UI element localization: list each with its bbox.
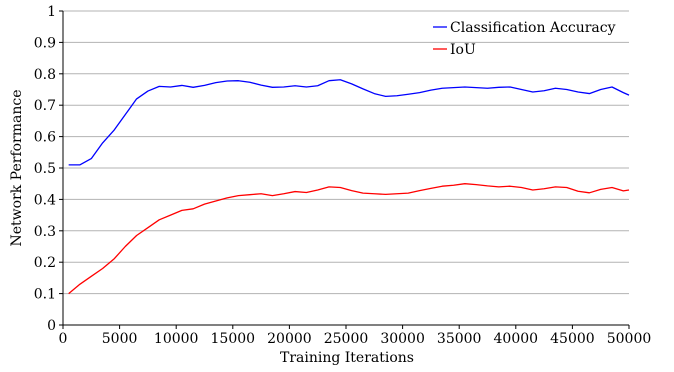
x-tick-label: 45000 xyxy=(550,331,595,347)
legend: Classification Accuracy IoU xyxy=(433,20,616,58)
series-line-classification-accuracy xyxy=(68,79,630,166)
x-tick-label: 5000 xyxy=(102,331,138,347)
y-tick-label: 0 xyxy=(47,318,56,334)
series-lines xyxy=(68,79,630,295)
y-tick-label: 0.4 xyxy=(34,192,56,208)
x-tick-label: 40000 xyxy=(494,331,539,347)
grid-lines xyxy=(63,10,629,295)
y-tick-labels: 0 0.1 0.2 0.3 0.4 0.5 0.6 0.7 0.8 0.9 1 xyxy=(34,4,56,334)
x-tick-label: 35000 xyxy=(437,331,482,347)
y-tick-label: 0.3 xyxy=(34,224,56,240)
series-line-iou xyxy=(68,183,630,295)
legend-label: IoU xyxy=(450,42,476,58)
y-tick-label: 1 xyxy=(47,4,56,20)
y-tick-label: 0.9 xyxy=(34,35,56,51)
y-axis-title: Network Performance xyxy=(9,89,25,246)
y-tick-label: 0.7 xyxy=(34,98,56,114)
axes xyxy=(59,10,630,329)
legend-label: Classification Accuracy xyxy=(450,20,616,36)
y-tick-label: 0.8 xyxy=(34,67,56,83)
x-tick-labels: 0 5000 10000 15000 20000 25000 30000 35000 40000… xyxy=(59,331,652,347)
x-tick-label: 10000 xyxy=(154,331,199,347)
y-tick-label: 0.6 xyxy=(34,130,56,146)
y-tick-label: 0.2 xyxy=(34,255,56,271)
y-tick-label: 0.5 xyxy=(34,161,56,177)
x-tick-label: 25000 xyxy=(324,331,369,347)
x-tick-label: 0 xyxy=(59,331,68,347)
x-tick-label: 50000 xyxy=(607,331,652,347)
y-tick-label: 0.1 xyxy=(34,287,56,303)
x-axis-title: Training Iterations xyxy=(280,350,414,366)
x-tick-label: 20000 xyxy=(267,331,312,347)
x-tick-label: 30000 xyxy=(380,331,425,347)
x-tick-label: 15000 xyxy=(211,331,256,347)
